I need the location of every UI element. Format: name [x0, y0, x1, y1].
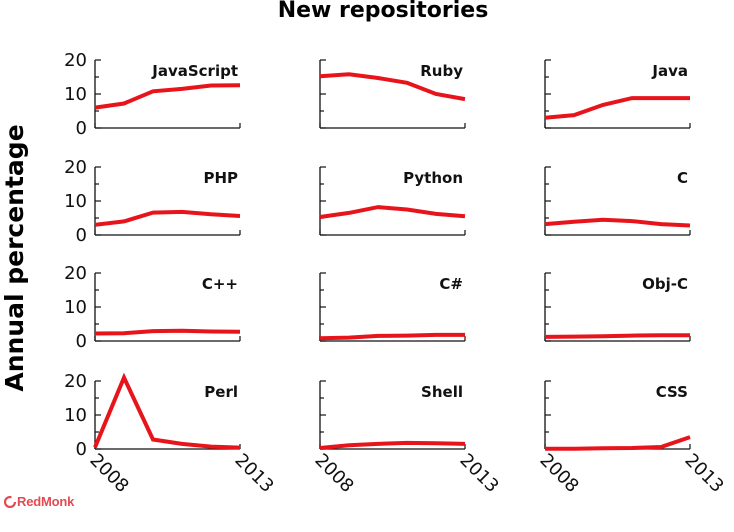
y-tick-label: 10 [64, 405, 87, 426]
panel-label-php: PHP [203, 169, 238, 187]
panel-java: Java [544, 59, 691, 129]
series-line-ruby [319, 72, 466, 102]
x-tick-label: 2013 [230, 450, 277, 497]
series-line-javascript [94, 83, 241, 110]
x-tick-label: 2008 [85, 450, 132, 497]
panel-perl: 0 10 20 Perl 2008 2013 [64, 371, 278, 497]
redmonk-logo-icon [4, 496, 16, 508]
y-tick-label: 20 [64, 263, 87, 284]
panel-label-java: Java [651, 62, 688, 80]
y-tick-label: 20 [64, 371, 87, 392]
panel-label-javascript: JavaScript [151, 62, 238, 80]
panel-label-python: Python [403, 169, 463, 187]
brand-text: RedMonk [17, 494, 75, 509]
panel-javascript: 0 10 20 JavaScript [64, 50, 241, 139]
series-line-obj-c [544, 333, 690, 339]
panels-group: 0 10 20 JavaScript Ruby Java 0 10 20 PHP Python C 0 1… [64, 50, 728, 497]
panel-label-shell: Shell [421, 383, 463, 401]
chart-title: New repositories [278, 0, 489, 23]
panel-c: C [544, 166, 691, 236]
panel-shell: Shell 2008 2013 [310, 380, 503, 497]
panel-ruby: Ruby [319, 59, 466, 129]
series-line-c [94, 328, 241, 336]
y-tick-label: 10 [64, 84, 87, 105]
x-tick-label: 2013 [680, 450, 727, 497]
panel-obj-c: Obj-C [544, 272, 691, 342]
x-tick-label: 2013 [455, 450, 502, 497]
y-tick-label: 0 [76, 331, 87, 352]
panel-label-ruby: Ruby [420, 62, 463, 80]
series-line-c [544, 217, 691, 228]
series-line-shell [319, 440, 466, 450]
x-tick-label: 2008 [310, 450, 357, 497]
series-line-java [544, 96, 690, 120]
panel-label-obj-c: Obj-C [642, 275, 688, 293]
panel-python: Python [319, 166, 466, 236]
panel-label-c: C# [439, 275, 463, 293]
y-tick-label: 0 [76, 118, 87, 139]
panel-c: 0 10 20 C++ [64, 263, 241, 352]
y-axis-label: Annual percentage [0, 124, 29, 391]
x-tick-label: 2008 [535, 450, 582, 497]
panel-php: 0 10 20 PHP [64, 157, 241, 246]
panel-label-perl: Perl [204, 383, 238, 401]
y-tick-label: 20 [64, 50, 87, 71]
series-line-css [545, 435, 691, 451]
panel-c: C# [319, 272, 466, 342]
panel-label-c: C++ [202, 275, 238, 293]
y-tick-label: 10 [64, 191, 87, 212]
series-line-perl [93, 372, 241, 450]
y-tick-label: 0 [76, 225, 87, 246]
panel-css: CSS 2008 2013 [535, 380, 728, 497]
brand-logo: RedMonk [4, 494, 74, 509]
series-line-c [319, 332, 465, 341]
series-line-python [319, 205, 466, 219]
y-tick-label: 0 [76, 439, 87, 460]
y-tick-label: 20 [64, 157, 87, 178]
panel-label-css: CSS [656, 383, 688, 401]
panel-label-c: C [677, 169, 688, 187]
series-line-php [94, 209, 241, 227]
y-tick-label: 10 [64, 297, 87, 318]
